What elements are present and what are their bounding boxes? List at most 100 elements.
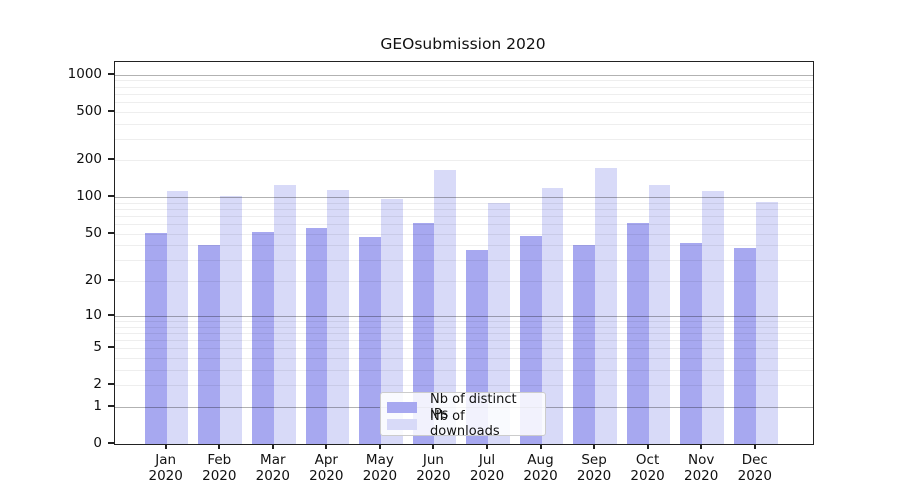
minor-gridline [115, 101, 813, 103]
minor-gridline [115, 111, 813, 113]
x-tick-mark [378, 444, 381, 449]
minor-gridline [115, 245, 813, 247]
x-tick-label: Jul 2020 [469, 452, 505, 484]
minor-gridline [115, 348, 813, 350]
x-tick-mark [539, 444, 542, 449]
minor-gridline [115, 385, 813, 387]
bar-distinct-ips [519, 235, 542, 444]
major-gridline [115, 74, 813, 76]
legend-label-downloads: Nb of downloads [430, 409, 500, 439]
x-tick-mark [432, 444, 435, 449]
x-tick-mark [164, 444, 167, 449]
y-tick-label: 5 [93, 339, 102, 356]
bar-downloads [755, 201, 778, 444]
y-tick-mark [108, 231, 114, 234]
x-tick-mark [700, 444, 703, 449]
minor-gridline [115, 281, 813, 283]
minor-gridline [115, 80, 813, 82]
minor-gridline [115, 233, 813, 235]
y-tick-mark [108, 442, 114, 444]
bar-downloads [220, 196, 243, 444]
minor-gridline [115, 326, 813, 328]
y-tick-label: 100 [76, 188, 102, 205]
x-tick-mark [325, 444, 328, 449]
bar-distinct-ips [412, 223, 435, 444]
y-tick-mark [108, 195, 114, 198]
x-tick-label: Jan 2020 [148, 452, 183, 484]
x-tick-mark [593, 444, 596, 449]
y-tick-mark [108, 404, 114, 407]
bar-downloads [488, 203, 510, 444]
minor-gridline [115, 369, 813, 371]
y-axis: 0 1 2 5 10 20 50 100 200 500 1000 [0, 61, 114, 451]
plot-area: Nb of distinct IPs Nb of downloads [114, 61, 814, 445]
minor-gridline [115, 216, 813, 218]
minor-gridline [115, 202, 813, 204]
bar-downloads [648, 185, 671, 444]
x-tick-label: Aug 2020 [523, 452, 558, 484]
bar-downloads [273, 184, 296, 444]
y-tick-label: 0 [93, 435, 102, 451]
major-gridline [115, 197, 813, 199]
legend-swatch-distinct-ips-icon [387, 401, 417, 413]
y-tick-label: 500 [76, 102, 102, 119]
y-tick-label: 1 [93, 397, 102, 414]
bar-distinct-ips [144, 232, 167, 444]
minor-gridline [115, 224, 813, 226]
x-tick-mark [486, 444, 488, 449]
y-tick-mark [108, 383, 114, 386]
minor-gridline [115, 320, 813, 322]
minor-gridline [115, 332, 813, 334]
x-axis: Jan 2020 Feb 2020 Mar 2020 Apr 2020 May 2020 Jun 20… [114, 443, 812, 500]
x-tick-label: Dec 2020 [737, 452, 772, 484]
x-tick-mark [753, 444, 756, 449]
y-tick-mark [108, 279, 114, 282]
bar-downloads [702, 191, 724, 444]
minor-gridline [115, 93, 813, 95]
y-tick-label: 1000 [67, 65, 102, 82]
bar-distinct-ips [626, 223, 649, 444]
y-tick-mark [108, 158, 114, 161]
x-tick-label: Jun 2020 [416, 452, 451, 484]
x-tick-mark [646, 444, 649, 449]
y-tick-label: 20 [84, 272, 102, 289]
minor-gridline [115, 86, 813, 88]
y-tick-label: 2 [93, 376, 102, 393]
y-tick-mark [108, 313, 114, 316]
minor-gridline [115, 339, 813, 341]
gridlines-layer [115, 62, 813, 444]
y-tick-mark [108, 109, 114, 112]
x-tick-label: Nov 2020 [684, 452, 719, 484]
bar-distinct-ips [305, 227, 328, 444]
bar-distinct-ips [733, 248, 756, 444]
minor-gridline [115, 160, 813, 162]
bar-downloads [166, 191, 189, 444]
y-tick-label: 10 [84, 306, 102, 323]
bar-downloads [434, 170, 457, 444]
legend: Nb of distinct IPs Nb of downloads [380, 392, 546, 439]
x-tick-mark [218, 444, 221, 449]
y-tick-mark [108, 346, 114, 349]
legend-item-distinct-ips: Nb of distinct IPs [387, 392, 537, 422]
bar-distinct-ips [198, 245, 221, 444]
x-tick-label: Apr 2020 [309, 452, 344, 484]
legend-item-downloads: Nb of downloads [387, 409, 537, 439]
bar-distinct-ips [252, 231, 274, 444]
bar-distinct-ips [359, 237, 381, 444]
chart-title: GEOsubmission 2020 [380, 35, 546, 53]
y-tick-label: 200 [76, 151, 102, 168]
x-tick-label: Mar 2020 [255, 452, 290, 484]
x-tick-label: Feb 2020 [202, 452, 237, 484]
x-tick-label: May 2020 [362, 452, 398, 484]
bar-downloads [327, 189, 350, 444]
x-tick-mark [271, 444, 274, 449]
bar-downloads [595, 167, 617, 444]
x-tick-label: Oct 2020 [630, 452, 665, 484]
minor-gridline [115, 209, 813, 210]
bar-downloads [541, 187, 564, 444]
bar-distinct-ips [680, 242, 703, 444]
y-tick-mark [108, 72, 114, 75]
minor-gridline [115, 260, 813, 262]
minor-gridline [115, 123, 813, 125]
